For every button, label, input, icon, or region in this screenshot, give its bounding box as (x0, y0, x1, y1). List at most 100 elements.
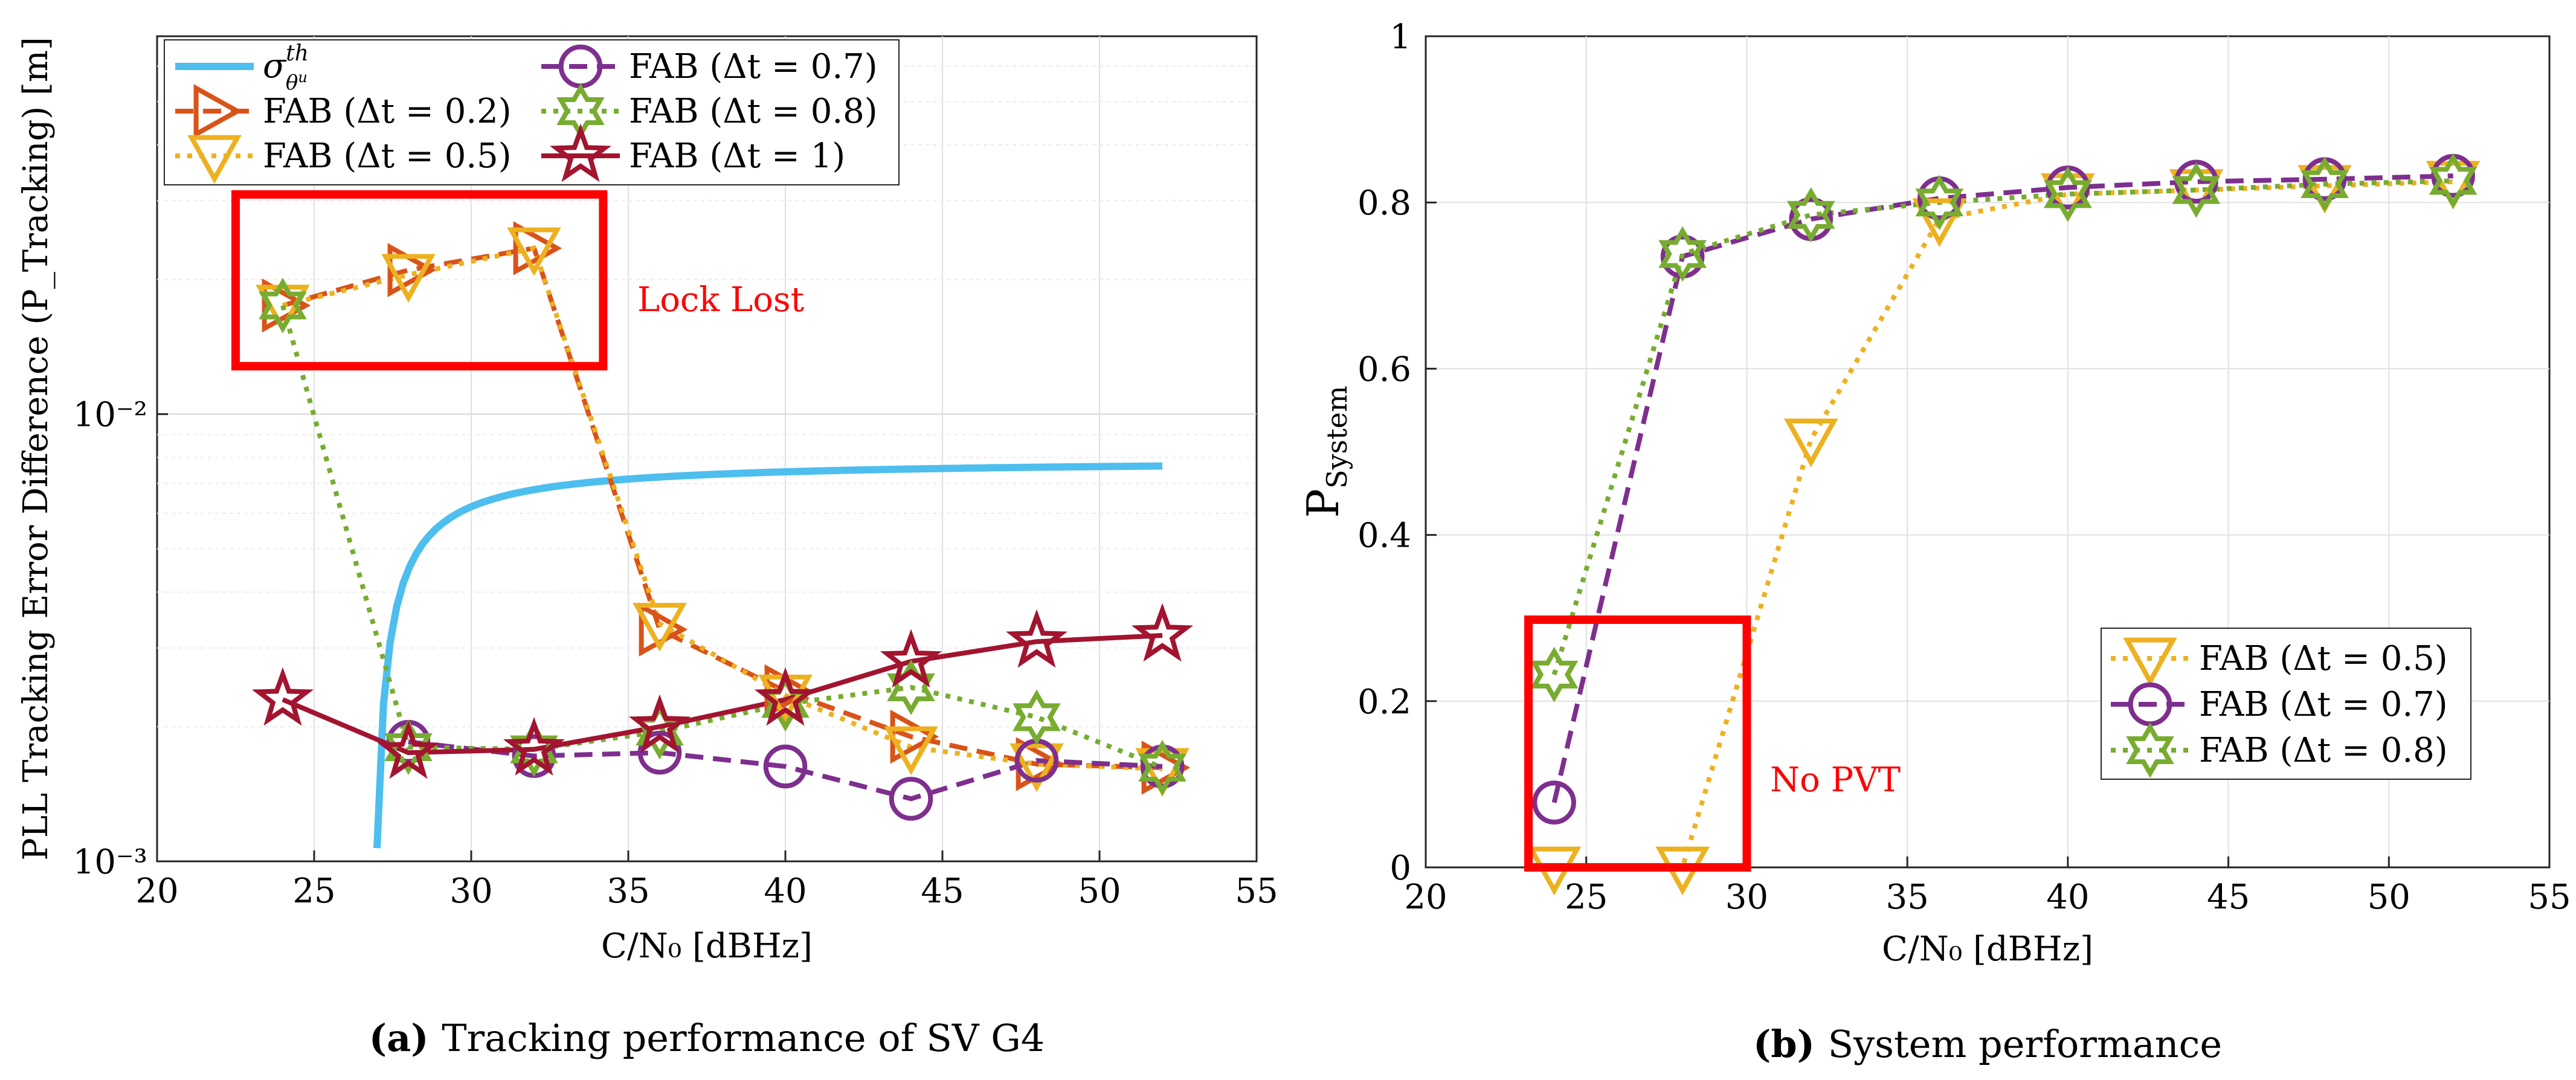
x-tick-label: 20 (1404, 878, 1447, 917)
series-line-dt08 (280, 304, 1164, 770)
legend-entry-dt1: FAB (Δt = 1) (541, 123, 845, 182)
legend-entry-b-dt05: FAB (Δt = 0.5) (2111, 637, 2448, 687)
lock-lost-label: Lock Lost (637, 280, 805, 320)
data-point-dt08 (2429, 153, 2478, 209)
legend-entry-dt05: FAB (Δt = 0.5) (175, 135, 512, 184)
data-point-dt05 (1912, 198, 1967, 247)
data-point-dt1 (1131, 603, 1194, 662)
data-point-dt1 (251, 667, 314, 726)
data-point-dt08 (2301, 156, 2349, 212)
data-point-dt08 (887, 659, 935, 715)
x-tick-label: 40 (2046, 878, 2089, 917)
legend-marker-shape (2126, 722, 2174, 778)
x-ticks-a: 20 25 30 35 40 45 50 55 (135, 850, 1278, 911)
data-point-dt02 (262, 278, 311, 333)
x-axis-label-b: C/N₀ [dBHz] (1882, 930, 2093, 969)
data-point-dt08 (2043, 166, 2092, 222)
legend-marker-b-dt08 (2126, 722, 2174, 778)
legend-a: σth θu FAB (Δt = 0.2) FAB (Δt = 0.5) FAB … (164, 39, 900, 185)
data-point-dt07 (1532, 780, 1576, 824)
data-point-dt08 (1530, 646, 1579, 702)
legend-marker-shape (2123, 637, 2177, 687)
legend-marker-shape (193, 84, 243, 138)
data-point-dt08 (2172, 162, 2221, 218)
data-point-dt05 (884, 726, 938, 776)
panel-a-chart: 20 25 30 35 40 45 50 55 10⁻³ 10⁻² Lock Lost σth θ… (16, 35, 1278, 1060)
y-tick-label: 0.6 (1357, 350, 1411, 389)
legend-entry-dt02: FAB (Δt = 0.2) (175, 84, 512, 138)
data-point-dt05 (2297, 165, 2352, 214)
data-point-dt08 (259, 277, 307, 333)
y-ticks-a: 10⁻³ 10⁻² (73, 396, 168, 882)
panel-label-a: a (387, 1016, 411, 1060)
data-point-dt07 (889, 777, 933, 821)
lock-lost-box (231, 190, 608, 371)
legend-b: FAB (Δt = 0.5) FAB (Δt = 0.7) FAB (Δt = … (2101, 628, 2471, 780)
data-point-dt02 (513, 221, 562, 275)
data-point-dt05 (1783, 418, 1838, 468)
y-tick-label: 0.2 (1357, 683, 1411, 722)
caption-a: (a) Tracking performance of SV G4 (369, 1016, 1045, 1060)
data-point-dt05 (507, 227, 561, 277)
legend-label-b-dt08: FAB (Δt = 0.8) (2199, 731, 2448, 770)
annotation-b: No PVT (1524, 615, 1901, 872)
legend-label-dt07: FAB (Δt = 0.7) (629, 47, 878, 86)
no-pvt-box (1524, 615, 1751, 872)
legend-box-b (2101, 628, 2471, 780)
data-point-dt05 (1009, 743, 1064, 792)
data-point-dt1 (880, 629, 942, 688)
legend-entry-dt08: FAB (Δt = 0.8) (541, 83, 878, 139)
x-tick-label: 55 (1235, 872, 1278, 911)
x-tick-label: 35 (1886, 878, 1929, 917)
x-tick-label: 30 (449, 872, 492, 911)
legend-label-dt05: FAB (Δt = 0.5) (263, 137, 512, 176)
no-pvt-label: No PVT (1770, 760, 1901, 800)
legend-marker-dt05 (187, 135, 242, 184)
x-tick-label: 45 (2207, 878, 2250, 917)
y-tick-label: 1 (1389, 18, 1411, 57)
data-point-dt08 (510, 721, 558, 777)
legend-entry-b-dt07: FAB (Δt = 0.7) (2111, 682, 2448, 727)
data-point-dt1 (377, 720, 440, 779)
legend-entry-threshold: σth θu (175, 41, 309, 95)
caption-text-b: System performance (1828, 1022, 2222, 1066)
data-point-dt08 (1658, 226, 1707, 282)
legend-entry-dt07: FAB (Δt = 0.7) (541, 44, 878, 89)
legend-label-b-dt05: FAB (Δt = 0.5) (2199, 639, 2448, 678)
legend-box-a (164, 39, 900, 185)
x-tick-label: 25 (1565, 878, 1608, 917)
legend-marker-shape (187, 135, 242, 184)
data-point-dt08 (384, 719, 433, 775)
y-axis-label-b: PSystem (1298, 386, 1353, 518)
x-tick-label: 20 (135, 872, 178, 911)
x-tick-label: 50 (2368, 878, 2410, 917)
legend-label-dt02: FAB (Δt = 0.2) (263, 92, 512, 131)
legend-label-b-dt07: FAB (Δt = 0.7) (2199, 685, 2448, 724)
data-point-dt1 (754, 667, 817, 726)
data-point-dt05 (2426, 161, 2481, 210)
series-line-threshold (373, 462, 1163, 849)
legend-marker-dt02 (193, 84, 243, 138)
y-tick-label: 0.4 (1357, 516, 1411, 556)
caption-text-a: Tracking performance of SV G4 (442, 1016, 1045, 1060)
x-axis-label-a: C/N₀ [dBHz] (601, 927, 813, 966)
data-point-dt08 (1013, 689, 1061, 745)
y-tick-label: 0.8 (1357, 184, 1411, 223)
data-point-dt1 (503, 717, 565, 776)
series-line-dt07 (1551, 173, 2453, 803)
x-tick-label: 35 (607, 872, 649, 911)
annotation-a: Lock Lost (231, 190, 805, 371)
legend-label-threshold: σth θu (263, 41, 309, 95)
data-point-dt1 (1005, 609, 1068, 668)
data-point-dt1 (628, 694, 691, 753)
x-tick-label: 40 (764, 872, 807, 911)
y-tick-label: 10⁻² (73, 396, 147, 435)
data-point-dt08 (1786, 187, 1835, 243)
data-point-dt05 (633, 603, 687, 652)
data-point-dt07 (763, 744, 808, 789)
x-ticks-b: 20 25 30 35 40 45 50 55 (1404, 857, 2571, 917)
x-tick-label: 55 (2528, 878, 2571, 917)
panel-label-b: b (1771, 1022, 1797, 1066)
y-axis-label-a: PLL Tracking Error Difference (P_Trackin… (16, 37, 56, 861)
